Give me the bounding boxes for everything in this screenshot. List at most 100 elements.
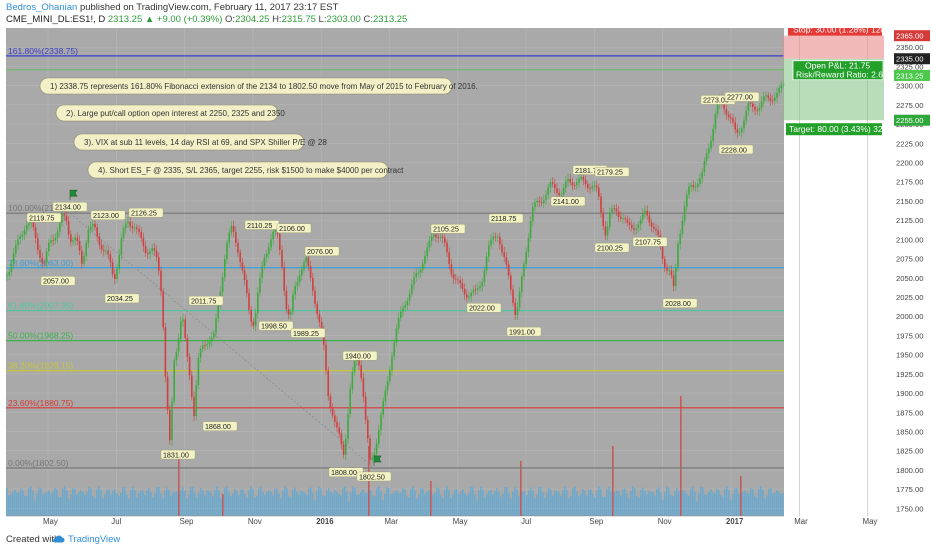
candle-body (441, 236, 444, 238)
volume-bar (630, 491, 632, 516)
volume-bar (224, 487, 226, 516)
volume-bar (576, 491, 578, 516)
volume-bar (258, 488, 260, 516)
volume-bar (204, 495, 206, 516)
volume-bar (366, 492, 368, 516)
candle-body (402, 307, 404, 312)
volume-bar (330, 491, 332, 516)
author-link[interactable]: Bedros_Ohanian (6, 2, 78, 13)
tradingview-brand[interactable]: TradingView (68, 534, 121, 545)
x-tick-label: Jul (111, 517, 121, 526)
candle-body (224, 258, 226, 278)
y-tick-label: 1800.00 (896, 466, 923, 475)
volume-bar (590, 489, 592, 516)
volume-bar (698, 492, 700, 516)
volume-bar (684, 491, 686, 516)
candle-body (600, 196, 602, 213)
candle-body (180, 321, 182, 339)
candle-body (481, 282, 483, 287)
candle-body (494, 236, 497, 238)
candle-body (261, 265, 263, 278)
candle-body (197, 357, 200, 385)
candle-body (540, 202, 543, 204)
volume-bar (34, 500, 36, 516)
candle-body (650, 222, 653, 227)
volume-bar (648, 490, 650, 516)
x-tick-label: Jul (521, 517, 531, 526)
candle-body (287, 309, 290, 315)
price-label-box (26, 212, 62, 223)
candle-body (549, 182, 552, 188)
volume-bar (124, 487, 126, 516)
candle-body (518, 291, 521, 308)
volume-bar (300, 490, 302, 516)
volume-bar (566, 489, 568, 516)
annotation-bubble[interactable] (55, 104, 279, 122)
volume-bar (426, 492, 428, 516)
candle-body (769, 97, 772, 101)
volume-bar (226, 486, 228, 516)
volume-bar (728, 490, 730, 516)
candle-body (776, 92, 778, 98)
price-label: 1989.25 (293, 329, 319, 338)
volume-bar (56, 489, 58, 516)
volume-bar (472, 487, 474, 516)
volume-bar (206, 490, 208, 516)
annotation-bubble[interactable] (73, 133, 305, 151)
fib-label: 161.80%(2338.75) (8, 46, 78, 56)
candle-body (114, 274, 116, 280)
volume-bar (22, 490, 24, 516)
candle-body (516, 307, 519, 316)
volume-bar (690, 488, 692, 516)
candle-body (569, 179, 571, 183)
candle-body (417, 272, 420, 274)
candle-body (738, 132, 741, 133)
volume-bar (528, 490, 530, 516)
volume-bar (78, 491, 80, 516)
annotation-bubble[interactable] (87, 161, 389, 179)
price-chart[interactable]: 161.80%(2338.75) 100.00%(2134.00) 78.60%(2… (0, 28, 932, 528)
volume-bar (632, 486, 634, 516)
volume-bar (112, 491, 114, 516)
volume-bar (128, 499, 130, 516)
volume-bar (126, 494, 128, 516)
annotation-bubble[interactable] (39, 77, 453, 95)
volume-bar (524, 491, 526, 516)
price-label: 1991.00 (509, 327, 535, 336)
candle-body (103, 249, 105, 252)
y-tick-label: 1875.00 (896, 408, 923, 417)
candle-body (74, 237, 76, 241)
volume-bar (752, 489, 754, 516)
volume-bar (702, 487, 704, 516)
volume-bar (262, 491, 264, 516)
volume-bar (370, 490, 372, 516)
candle-body (587, 183, 589, 188)
volume-bar (164, 491, 166, 516)
volume-bar (468, 493, 470, 516)
price-label: 2273.00 (703, 96, 729, 105)
volume-bar (44, 492, 46, 516)
candle-body (364, 396, 367, 420)
volume-bar (220, 498, 222, 516)
candle-body (710, 140, 712, 149)
candle-body (78, 241, 81, 251)
volume-bar (376, 488, 378, 516)
volume-bar (98, 486, 100, 516)
volume-bar (678, 491, 680, 516)
candle-body (87, 229, 90, 244)
open-pnl-label: Open P&L: 21.75 (805, 61, 870, 71)
volume-bar (312, 492, 314, 516)
tradingview-cloud-icon (53, 535, 65, 543)
candle-body (602, 212, 604, 227)
candle-body (534, 202, 536, 208)
volume-bar (88, 487, 90, 516)
volume-bar (604, 496, 606, 516)
candle-body (107, 250, 109, 255)
volume-bar (656, 488, 658, 516)
candle-body (677, 243, 679, 268)
candle-body (389, 370, 391, 382)
symbol-label[interactable]: CME_MINI_DL:ES1!, D (6, 14, 106, 25)
volume-bar (714, 493, 716, 516)
volume-bar (518, 496, 520, 516)
volume-bar (238, 495, 240, 516)
